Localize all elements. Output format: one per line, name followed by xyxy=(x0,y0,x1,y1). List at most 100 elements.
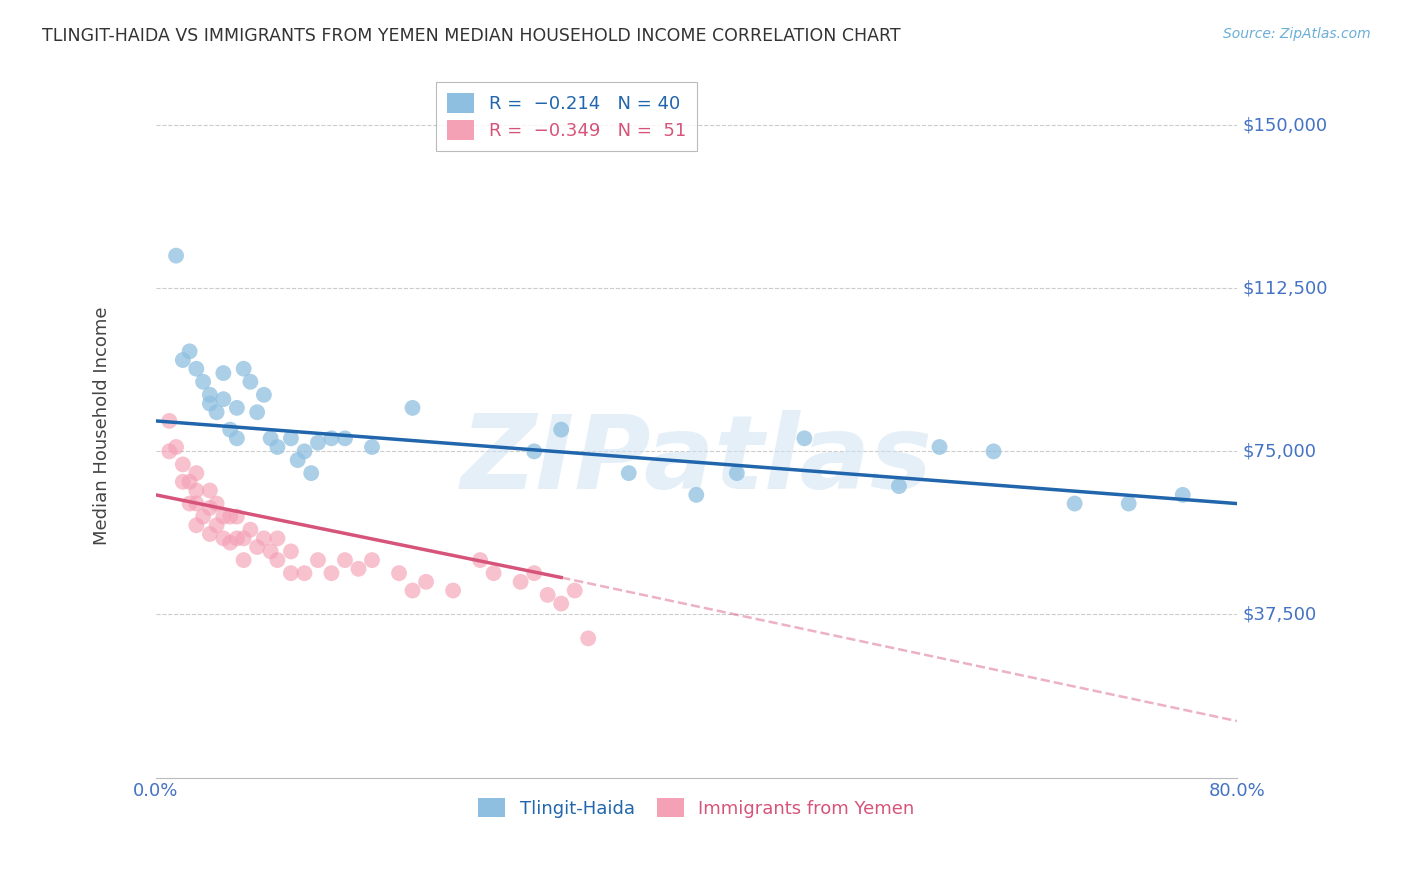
Point xyxy=(212,392,235,407)
Point xyxy=(415,574,437,589)
Point xyxy=(212,532,235,546)
Point xyxy=(509,574,531,589)
Point xyxy=(253,532,276,546)
Point xyxy=(685,488,707,502)
Text: ZIPatlas: ZIPatlas xyxy=(460,410,932,511)
Legend: Tlingit-Haida, Immigrants from Yemen: Tlingit-Haida, Immigrants from Yemen xyxy=(471,790,921,825)
Text: Median Household Income: Median Household Income xyxy=(93,306,111,544)
Point xyxy=(280,544,302,558)
Point xyxy=(441,583,464,598)
Text: $112,500: $112,500 xyxy=(1241,279,1327,297)
Point xyxy=(205,518,228,533)
Point xyxy=(617,466,640,480)
Point xyxy=(172,458,194,472)
Point xyxy=(239,523,262,537)
Point xyxy=(191,375,214,389)
Point xyxy=(887,479,910,493)
Point xyxy=(186,466,208,480)
Point xyxy=(246,540,269,554)
Point xyxy=(401,401,423,415)
Point xyxy=(191,509,214,524)
Point xyxy=(205,497,228,511)
Point xyxy=(294,566,316,581)
Point xyxy=(307,553,329,567)
Point xyxy=(219,509,242,524)
Point xyxy=(219,535,242,549)
Point xyxy=(179,475,201,489)
Point xyxy=(333,553,356,567)
Point xyxy=(212,509,235,524)
Point xyxy=(225,509,247,524)
Point xyxy=(179,497,201,511)
Point xyxy=(172,353,194,368)
Point xyxy=(253,388,276,402)
Point xyxy=(198,388,221,402)
Point xyxy=(347,562,370,576)
Point xyxy=(165,440,187,454)
Point xyxy=(198,396,221,410)
Point xyxy=(232,532,254,546)
Point xyxy=(225,532,247,546)
Point xyxy=(287,453,309,467)
Text: $150,000: $150,000 xyxy=(1241,116,1327,134)
Point xyxy=(198,500,221,515)
Point xyxy=(321,431,343,445)
Point xyxy=(280,431,302,445)
Point xyxy=(266,440,288,454)
Point xyxy=(165,249,187,263)
Point xyxy=(246,405,269,419)
Point xyxy=(307,435,329,450)
Point xyxy=(260,431,283,445)
Point xyxy=(1063,497,1085,511)
Point xyxy=(232,553,254,567)
Point xyxy=(468,553,491,567)
Point xyxy=(186,518,208,533)
Point xyxy=(482,566,505,581)
Point xyxy=(321,566,343,581)
Point xyxy=(260,544,283,558)
Point xyxy=(793,431,815,445)
Point xyxy=(186,483,208,498)
Point xyxy=(361,440,384,454)
Point xyxy=(157,414,180,428)
Point xyxy=(576,632,599,646)
Point xyxy=(266,532,288,546)
Point xyxy=(550,423,572,437)
Point xyxy=(172,475,194,489)
Point xyxy=(198,483,221,498)
Text: $75,000: $75,000 xyxy=(1241,442,1316,460)
Text: $37,500: $37,500 xyxy=(1241,606,1316,624)
Point xyxy=(225,401,247,415)
Text: TLINGIT-HAIDA VS IMMIGRANTS FROM YEMEN MEDIAN HOUSEHOLD INCOME CORRELATION CHART: TLINGIT-HAIDA VS IMMIGRANTS FROM YEMEN M… xyxy=(42,27,901,45)
Point xyxy=(564,583,586,598)
Point xyxy=(928,440,950,454)
Point xyxy=(523,444,546,458)
Point xyxy=(523,566,546,581)
Point xyxy=(266,553,288,567)
Point xyxy=(333,431,356,445)
Point xyxy=(198,527,221,541)
Point xyxy=(212,366,235,380)
Point xyxy=(294,444,316,458)
Point xyxy=(157,444,180,458)
Point xyxy=(983,444,1005,458)
Point xyxy=(299,466,322,480)
Point xyxy=(537,588,560,602)
Point xyxy=(239,375,262,389)
Point xyxy=(219,423,242,437)
Point xyxy=(1118,497,1140,511)
Point xyxy=(179,344,201,359)
Point xyxy=(401,583,423,598)
Point xyxy=(388,566,411,581)
Point xyxy=(361,553,384,567)
Point xyxy=(232,361,254,376)
Point xyxy=(1171,488,1194,502)
Text: Source: ZipAtlas.com: Source: ZipAtlas.com xyxy=(1223,27,1371,41)
Point xyxy=(550,597,572,611)
Point xyxy=(725,466,748,480)
Point xyxy=(186,361,208,376)
Point xyxy=(225,431,247,445)
Point xyxy=(280,566,302,581)
Point xyxy=(205,405,228,419)
Point xyxy=(186,497,208,511)
